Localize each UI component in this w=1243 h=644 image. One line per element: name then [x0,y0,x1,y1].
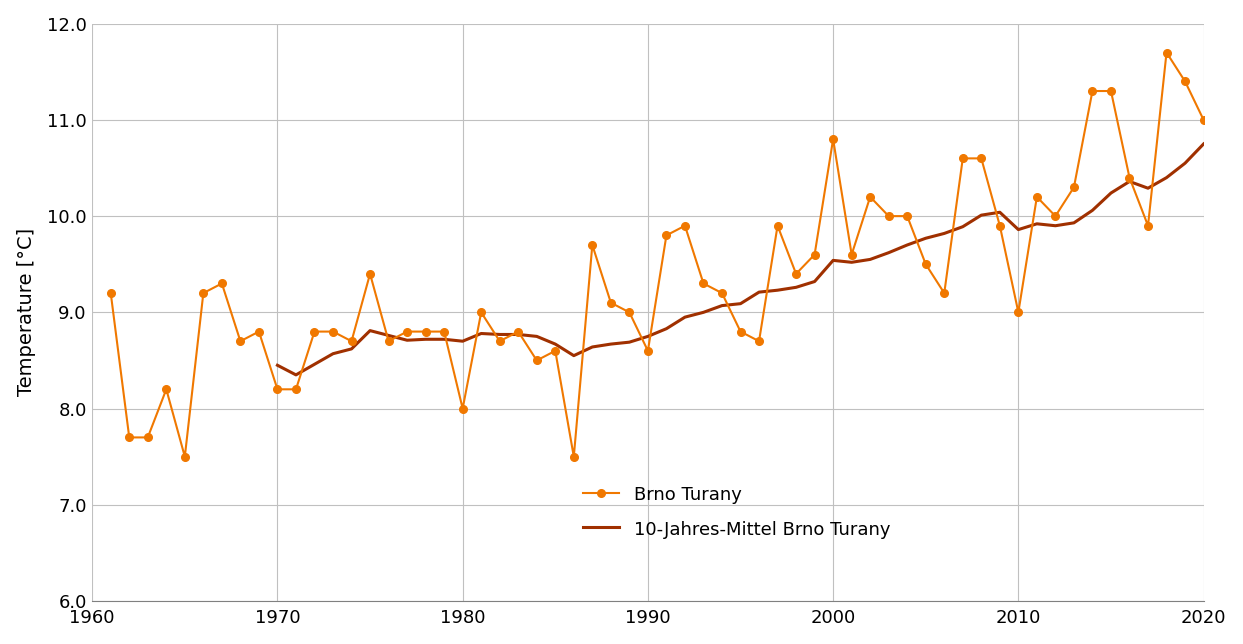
10-Jahres-Mittel Brno Turany [956,223,971,231]
Brno Turany [103,289,118,297]
Brno Turany [400,328,415,336]
Brno Turany [1196,116,1211,124]
10-Jahres-Mittel Brno Turany [900,241,915,249]
Brno Turany [178,453,193,460]
Brno Turany [307,328,322,336]
10-Jahres-Mittel Brno Turany [1196,140,1211,148]
Line: Brno Turany: Brno Turany [107,49,1207,460]
Legend: Brno Turany, 10-Jahres-Mittel Brno Turany: Brno Turany, 10-Jahres-Mittel Brno Turan… [576,478,897,545]
10-Jahres-Mittel Brno Turany [492,330,507,338]
10-Jahres-Mittel Brno Turany [585,343,600,351]
Brno Turany [492,337,507,345]
Y-axis label: Temperature [°C]: Temperature [°C] [16,228,36,397]
10-Jahres-Mittel Brno Turany [270,361,285,369]
Brno Turany [436,328,451,336]
Line: 10-Jahres-Mittel Brno Turany: 10-Jahres-Mittel Brno Turany [277,144,1203,375]
10-Jahres-Mittel Brno Turany [1177,159,1192,167]
Brno Turany [1158,49,1173,57]
Brno Turany [474,308,488,316]
10-Jahres-Mittel Brno Turany [288,371,303,379]
Brno Turany [807,251,822,258]
10-Jahres-Mittel Brno Turany [567,352,582,359]
